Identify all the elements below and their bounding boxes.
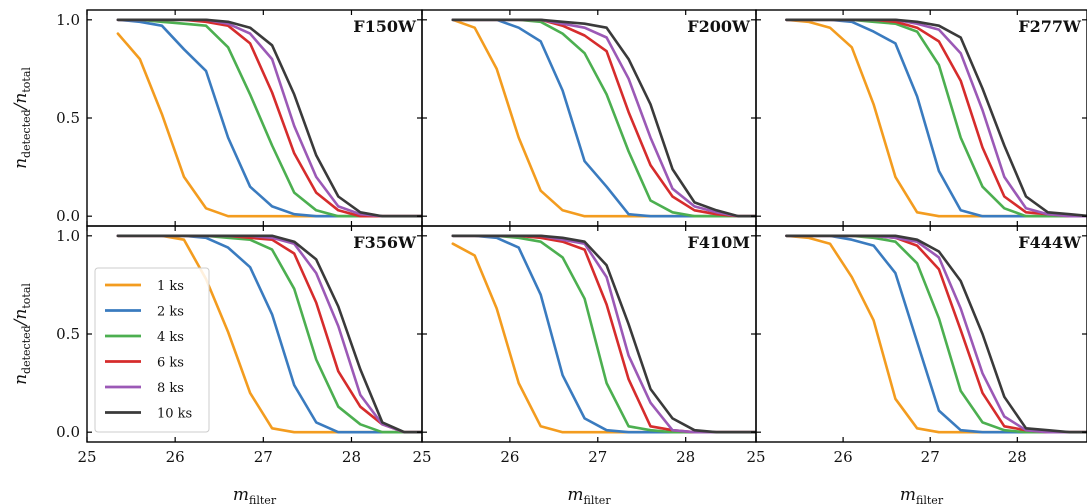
- x-axis-label: mfilter: [900, 485, 944, 504]
- plot-frame: [755, 9, 1087, 227]
- panel-title: F277W: [1018, 17, 1082, 36]
- panel-title: F444W: [1018, 233, 1082, 252]
- legend-entry: 10 ks: [157, 407, 192, 422]
- series-line-10-ks: [451, 234, 756, 434]
- x-tick-label: 27: [254, 448, 273, 466]
- y-axis-label: ndetected/ntotal: [11, 283, 33, 385]
- panel-title: F410M: [688, 233, 750, 252]
- panel-title: F200W: [687, 17, 751, 36]
- series-line-8-ks: [785, 18, 1087, 218]
- plot-frame: [86, 9, 423, 227]
- y-tick-label: 1.0: [56, 11, 80, 29]
- panel-title: F356W: [353, 233, 417, 252]
- x-tick-label: 28: [1008, 448, 1027, 466]
- panel-f277w: F277W: [755, 9, 1087, 227]
- y-tick-label: 1.0: [56, 227, 80, 245]
- x-tick-label: 25: [746, 448, 765, 466]
- panel-f356w: 0.0 0.5 1.0 25 26 27 28 F356W mfilter ndetected/n…: [11, 225, 423, 504]
- y-tick-label: 0.5: [56, 109, 80, 127]
- legend-entry: 8 ks: [157, 381, 184, 396]
- legend-entry: 1 ks: [157, 279, 184, 294]
- y-axis-label: ndetected/ntotal: [11, 67, 33, 169]
- legend-entry: 4 ks: [157, 330, 184, 345]
- x-tick-label: 28: [676, 448, 695, 466]
- series-line-1-ks: [451, 242, 756, 434]
- series-line-4-ks: [785, 18, 1087, 218]
- series-line-10-ks: [785, 234, 1087, 434]
- legend: 1 ks 2 ks 4 ks 6 ks 8 ks 10 ks: [94, 267, 210, 433]
- plot-frame: [755, 225, 1087, 443]
- legend-entry: 2 ks: [157, 305, 184, 320]
- x-tick-label: 26: [834, 448, 853, 466]
- series-line-10-ks: [451, 18, 756, 218]
- x-axis-label: mfilter: [567, 485, 611, 504]
- series-line-2-ks: [785, 18, 1087, 218]
- x-tick-label: 27: [921, 448, 940, 466]
- x-tick-label: 27: [588, 448, 607, 466]
- series-line-10-ks: [116, 18, 422, 218]
- y-tick-label: 0.0: [56, 207, 80, 225]
- x-tick-label: 25: [77, 448, 96, 466]
- y-tick-label: 0.0: [56, 423, 80, 441]
- legend-entry: 6 ks: [157, 356, 184, 371]
- panel-f150w: 0.0 0.5 1.0 F150W ndetected/ntotal: [11, 9, 423, 227]
- panel-f200w: F200W: [421, 9, 757, 227]
- x-axis-label: mfilter: [233, 485, 277, 504]
- x-tick-label: 26: [500, 448, 519, 466]
- y-tick-label: 0.5: [56, 325, 80, 343]
- x-tick-label: 25: [412, 448, 431, 466]
- panel-f410m: 25 26 27 28 F410M mfilter: [412, 225, 757, 504]
- series-line-6-ks: [785, 18, 1087, 218]
- series-line-2-ks: [451, 18, 756, 218]
- x-tick-label: 26: [166, 448, 185, 466]
- x-tick-label: 28: [342, 448, 361, 466]
- panel-title: F150W: [353, 17, 417, 36]
- series-line-10-ks: [785, 18, 1087, 218]
- series-line-1-ks: [785, 18, 1087, 218]
- legend-box: [94, 267, 210, 433]
- series-line-10-ks: [116, 234, 422, 434]
- plot-frame: [421, 9, 757, 227]
- panel-f444w: 25 26 27 28 F444W mfilter: [746, 225, 1087, 504]
